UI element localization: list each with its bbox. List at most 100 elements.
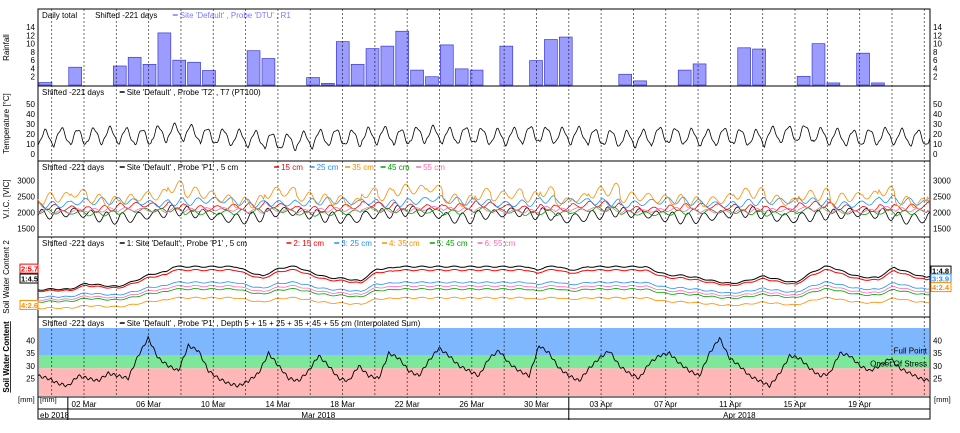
rain-bar [737,47,751,86]
swc-sum-line [37,335,930,389]
y-tick-label: 1500 [17,225,35,234]
y-tick-label-right: 2 [933,73,938,82]
legend-entry: 1: Site 'Default' , Probe 'P1' , 5 cm [127,239,248,248]
y-axis-label: V.I.C. [VIC] [2,179,11,218]
rain-bar [365,48,380,86]
x-tick-label: 19 Apr [848,400,871,409]
unit-label-left: [mm] [40,395,57,404]
panel-title: Shifted -221 days [42,319,104,328]
panel-title: Daily total [42,11,77,20]
x-tick-label: 30 Mar [524,400,549,409]
panel-frame [37,85,931,162]
y-tick-label-right: 8 [933,48,938,57]
x-tick-label: 22 Mar [395,400,420,409]
level-label-box [930,282,952,293]
y-tick-label: 0 [31,150,36,159]
x-tick-label: 02 Mar [72,400,97,409]
swc2-line-55cm [37,284,931,301]
rain-bar [692,63,707,86]
rain-bar [127,56,142,86]
legend-entry: 3: 25 cm [341,239,372,248]
panel-title: Shifted -221 days [42,88,104,97]
month-label: Apr 2018 [723,411,756,420]
level-label-box [19,273,39,284]
legend-entry: 4: 35 cm [389,239,420,248]
y-tick-label: 12 [26,31,35,40]
legend-entry: 6: 55 cm [485,239,516,248]
y-tick-label-right: 10 [933,40,942,49]
legend-entry: 45 cm [388,163,410,172]
rain-bar [454,68,469,86]
rain-bar [469,69,484,86]
y-tick-label-right: 4 [933,64,938,73]
x-tick-label: 15 Apr [783,400,806,409]
rain-bar [811,43,826,86]
y-tick-label-right: 1500 [933,225,951,234]
rain-bar [618,73,633,86]
rain-bar [871,82,885,86]
y-tick-label: 14 [26,23,35,32]
threshold-band [39,328,929,356]
panel-4: Shifted -221 days 1: Site 'Default' , Pro… [2,236,952,318]
x-tick-label: 06 Mar [136,400,161,409]
y-tick-label-right: 25 [933,374,942,383]
level-label: 1:4.5 [21,275,38,284]
y-tick-label-right: 20 [933,130,942,139]
swc2-line-5cm [37,265,931,291]
vic-line-5cm [37,204,931,225]
rain-bar [633,80,647,86]
level-label: 4:2.6 [21,301,38,310]
rain-bar [856,52,870,86]
y-tick-label: 6 [31,56,36,65]
rain-bar [425,76,439,86]
y-tick-label: 30 [26,362,35,371]
x-tick-label: 26 Mar [459,400,484,409]
temperature-line [37,122,931,151]
y-tick-label: 10 [26,140,35,149]
panel-2: Shifted -221 days Site 'Default' , Probe … [2,85,942,162]
y-tick-label: 40 [26,110,35,119]
rain-bar [440,44,454,86]
y-tick-label: 30 [26,120,35,129]
rain-bar [395,30,410,86]
rain-bar [410,69,424,86]
rain-bar [350,63,365,86]
swc2-line-45cm [37,288,931,303]
y-tick-label: 8 [31,48,36,57]
y-tick-label-right: 40 [933,110,942,119]
rain-bar [157,32,172,86]
rain-bar [142,63,157,86]
swc2-line-25cm [37,281,931,299]
vic-line-25cm [37,194,931,209]
level-label: 4:2.4 [932,283,950,292]
rain-bar [529,60,543,86]
rain-bar [499,45,514,86]
y-tick-label: 2 [31,73,36,82]
rain-bar [202,70,216,86]
y-tick-label-right: 50 [933,100,942,109]
vic-line-55cm [37,205,931,215]
rain-bar [306,77,320,86]
rain-bar [172,59,187,86]
level-label: 1:4.8 [932,267,949,276]
rain-bar [187,61,201,86]
y-tick-label-right: 12 [933,31,942,40]
y-tick-label: 40 [26,337,35,346]
rain-bar [380,45,395,86]
legend-entry: Site 'Default' , Probe 'DTU' , R1 [180,11,292,20]
x-tick-label: 10 Mar [201,400,226,409]
level-label-box [19,263,39,274]
y-tick-label-right: 40 [933,337,942,346]
legend-entry: Site 'Default' , Probe 'T2' , T7 (PT100) [127,88,261,97]
legend-entry: Site 'Default' , Probe 'P1' , 5 cm [127,163,239,172]
y-axis-label: Temperature [°C] [2,93,11,154]
y-tick-label-right: 10 [933,140,942,149]
rain-bar [796,75,811,86]
rain-bar [826,82,841,86]
y-tick-label-right: 30 [933,362,942,371]
y-tick-label: 20 [26,130,35,139]
y-tick-label: 3000 [17,176,35,185]
y-axis-label: Soil Water Content 2 [2,240,11,314]
